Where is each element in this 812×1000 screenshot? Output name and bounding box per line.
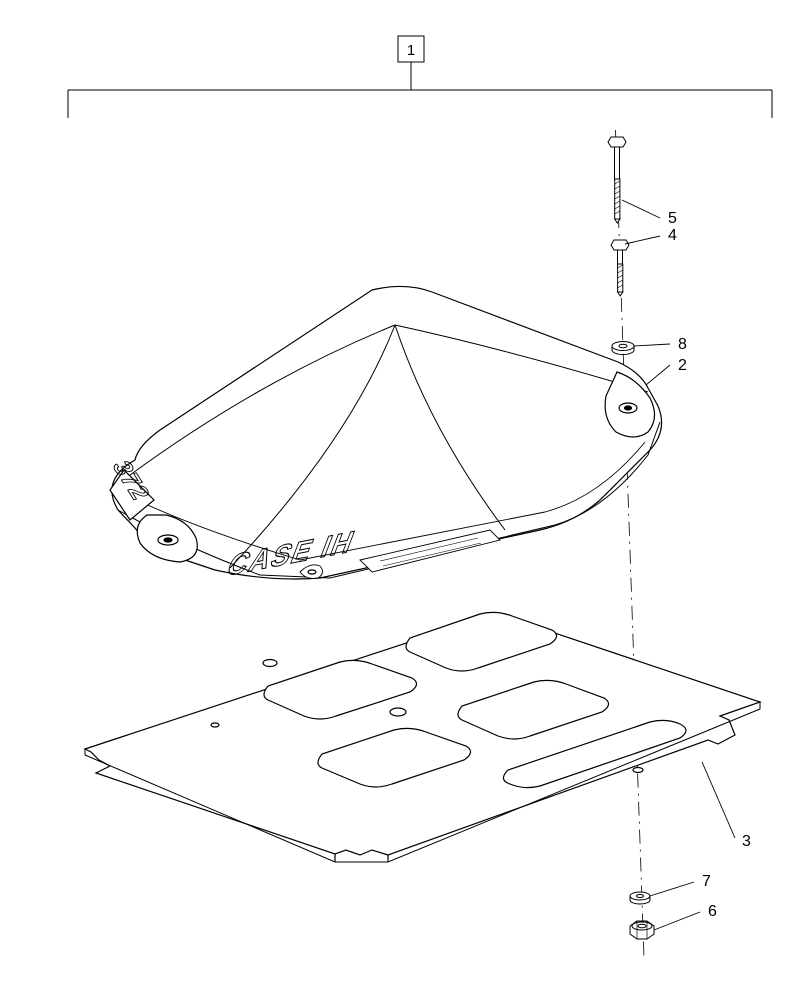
leader-7 (650, 882, 694, 896)
leader-5 (622, 200, 660, 218)
leader-3 (702, 762, 735, 838)
part-washer-lower (630, 892, 650, 904)
callout-1: 1 (407, 42, 415, 59)
callout-6: 6 (708, 903, 717, 920)
callout-5: 5 (668, 210, 677, 227)
callout-8: 8 (678, 336, 687, 353)
leader-8 (634, 344, 670, 346)
part-washer-upper (612, 342, 634, 355)
parts-diagram: 1 5 (0, 0, 812, 1000)
callout-4: 4 (668, 227, 677, 244)
part-receiver-housing (110, 286, 662, 579)
assembly-bracket: 1 (68, 36, 772, 118)
part-bolt-long (608, 137, 626, 223)
part-mounting-plate (85, 612, 760, 862)
part-nut (630, 921, 654, 939)
callout-7: 7 (702, 873, 711, 890)
leader-6 (654, 912, 700, 930)
leader-4 (625, 236, 660, 244)
part-bolt-short (611, 240, 629, 296)
callout-3: 3 (742, 833, 751, 850)
callout-2: 2 (678, 357, 687, 374)
